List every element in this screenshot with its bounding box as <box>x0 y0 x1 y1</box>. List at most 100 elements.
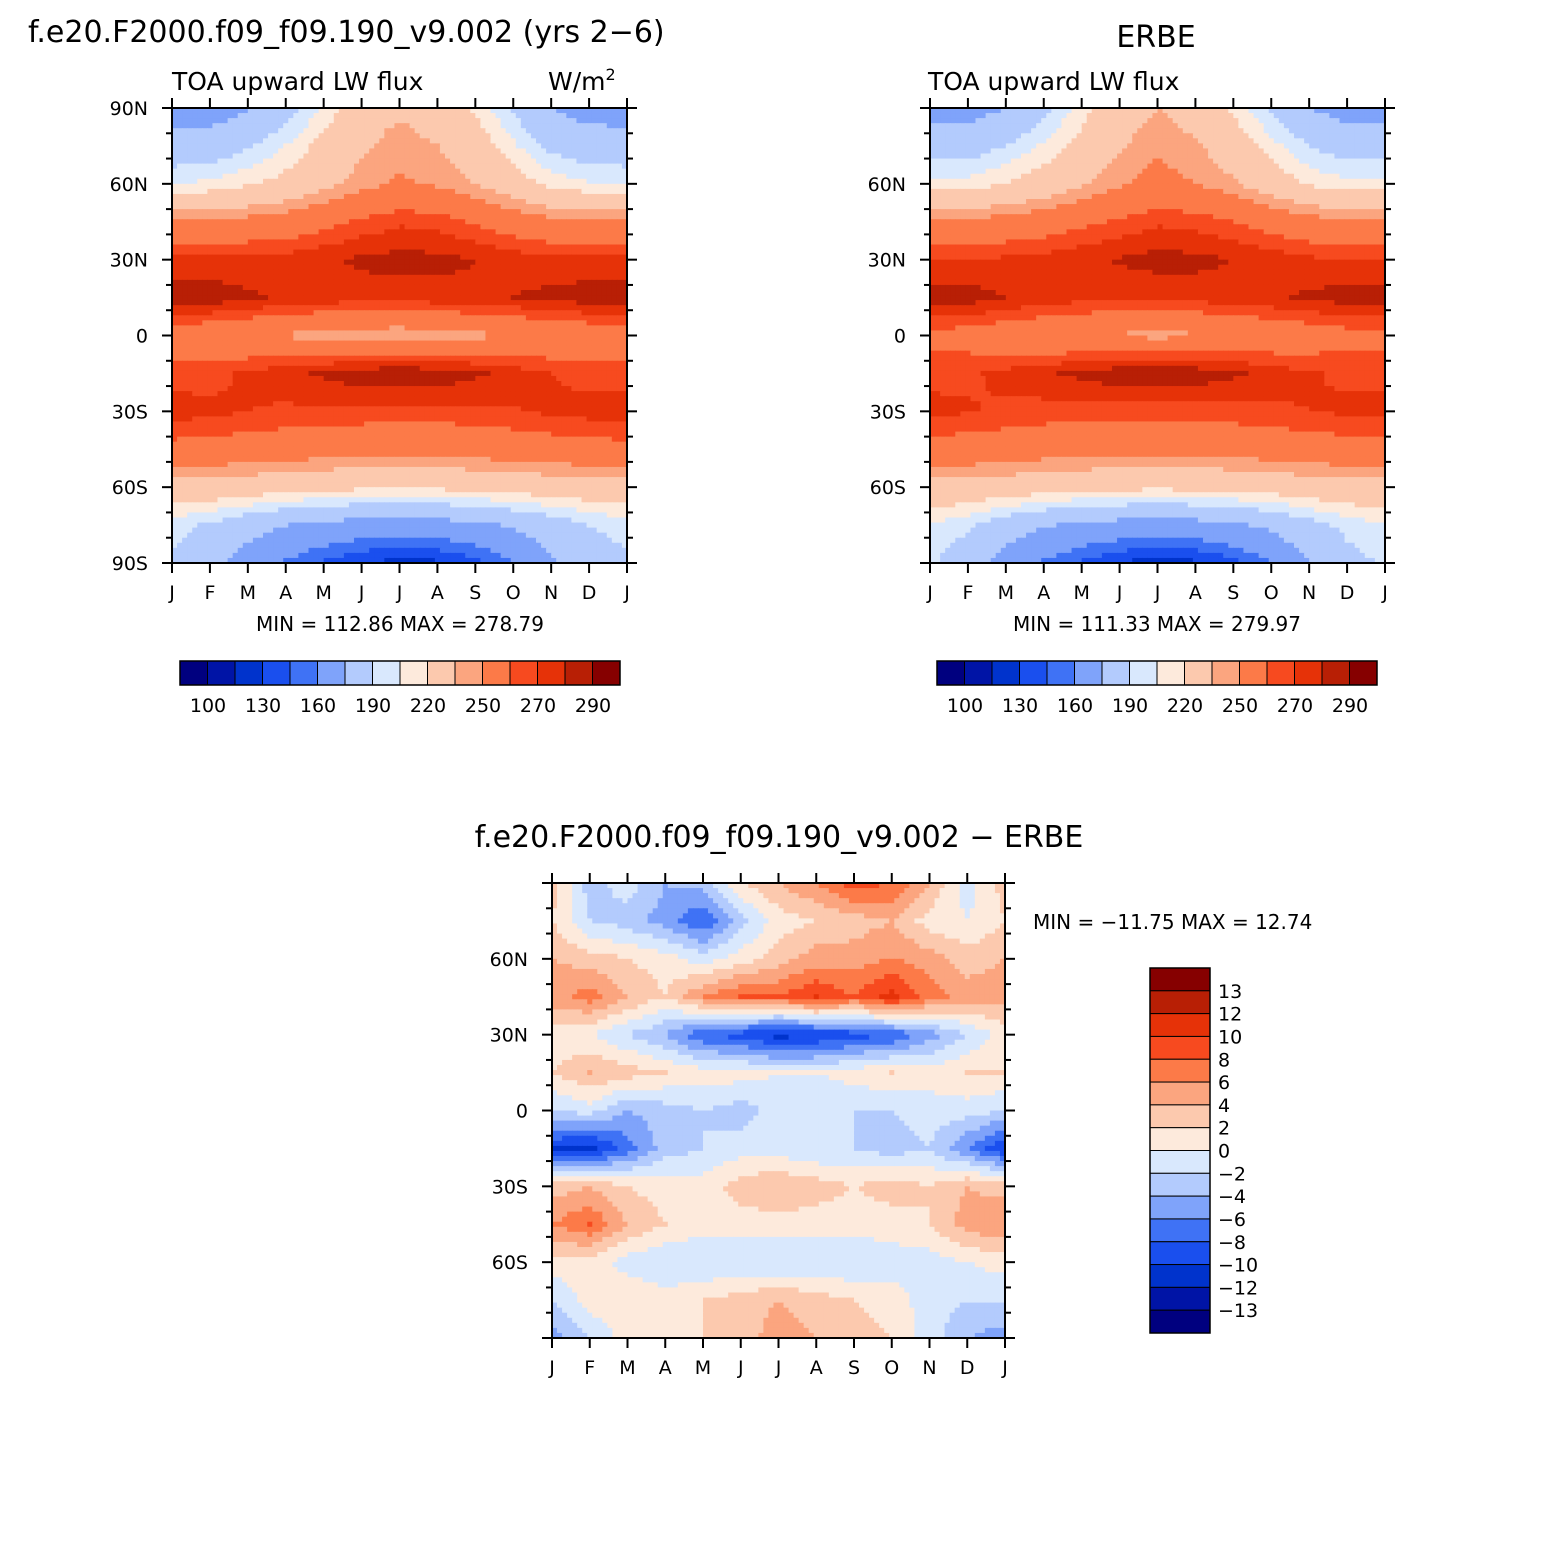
heatmap-cell <box>561 351 567 357</box>
heatmap-cell <box>576 113 582 119</box>
heatmap-cell <box>182 376 188 382</box>
heatmap-cell <box>491 310 497 316</box>
heatmap-cell <box>238 209 244 215</box>
heatmap-cell <box>268 356 274 362</box>
heatmap-cell <box>263 386 269 392</box>
heatmap-cell <box>531 250 537 256</box>
heatmap-cell <box>460 199 466 205</box>
heatmap-cell <box>379 123 385 129</box>
heatmap-cell <box>516 159 522 165</box>
heatmap-cell <box>435 255 441 261</box>
heatmap-cell <box>303 143 309 149</box>
heatmap-cell <box>607 260 613 266</box>
heatmap-cell <box>405 224 411 230</box>
heatmap-cell <box>506 179 512 185</box>
heatmap-cell <box>470 184 476 190</box>
heatmap-cell <box>283 164 289 170</box>
heatmap-cell <box>480 133 486 139</box>
heatmap-cell <box>491 123 497 129</box>
heatmap-cell <box>400 209 406 215</box>
heatmap-cell <box>516 174 522 180</box>
heatmap-cell <box>516 295 522 301</box>
heatmap-cell <box>303 310 309 316</box>
heatmap-cell <box>480 154 486 160</box>
heatmap-cell <box>485 229 491 235</box>
heatmap-cell <box>536 356 542 362</box>
heatmap-cell <box>475 305 481 311</box>
heatmap-cell <box>349 346 355 352</box>
heatmap-cell <box>551 199 557 205</box>
heatmap-cell <box>501 371 507 377</box>
heatmap-cell <box>536 184 542 190</box>
heatmap-cell <box>405 300 411 306</box>
heatmap-cell <box>258 290 264 296</box>
heatmap-cell <box>319 143 325 149</box>
heatmap-cell <box>592 320 598 326</box>
heatmap-cell <box>253 346 259 352</box>
heatmap-cell <box>182 265 188 271</box>
heatmap-cell <box>298 229 304 235</box>
heatmap-cell <box>319 371 325 377</box>
heatmap-cell <box>571 361 577 367</box>
heatmap-cell <box>283 325 289 331</box>
heatmap-cell <box>187 234 193 240</box>
heatmap-cell <box>223 164 229 170</box>
heatmap-cell <box>420 214 426 220</box>
heatmap-cell <box>582 270 588 276</box>
heatmap-cell <box>485 285 491 291</box>
heatmap-cell <box>602 275 608 281</box>
heatmap-cell <box>511 371 517 377</box>
heatmap-cell <box>339 361 345 367</box>
heatmap-cell <box>218 113 224 119</box>
heatmap-cell <box>177 209 183 215</box>
heatmap-cell <box>612 159 618 165</box>
heatmap-cell <box>592 189 598 195</box>
heatmap-cell <box>278 280 284 286</box>
heatmap-cell <box>475 189 481 195</box>
heatmap-cell <box>212 204 218 210</box>
heatmap-cell <box>339 315 345 321</box>
heatmap-cell <box>425 275 431 281</box>
heatmap-cell <box>526 295 532 301</box>
heatmap-cell <box>546 164 552 170</box>
heatmap-cell <box>359 330 365 336</box>
heatmap-cell <box>207 118 213 124</box>
heatmap-cell <box>597 356 603 362</box>
heatmap-cell <box>455 184 461 190</box>
heatmap-cell <box>354 315 360 321</box>
heatmap-cell <box>521 320 527 326</box>
heatmap-cell <box>541 133 547 139</box>
heatmap-cell <box>576 204 582 210</box>
heatmap-cell <box>425 239 431 245</box>
heatmap-cell <box>410 128 416 134</box>
heatmap-cell <box>202 118 208 124</box>
heatmap-cell <box>556 341 562 347</box>
heatmap-cell <box>314 209 320 215</box>
heatmap-cell <box>445 133 451 139</box>
heatmap-cell <box>359 123 365 129</box>
heatmap-cell <box>207 381 213 387</box>
heatmap-cell <box>238 376 244 382</box>
heatmap-cell <box>374 219 380 225</box>
heatmap-cell <box>430 138 436 144</box>
heatmap-cell <box>566 351 572 357</box>
heatmap-cell <box>587 204 593 210</box>
heatmap-cell <box>541 123 547 129</box>
heatmap-cell <box>450 143 456 149</box>
heatmap-cell <box>430 356 436 362</box>
heatmap-cell <box>460 310 466 316</box>
heatmap-cell <box>303 113 309 119</box>
heatmap-cell <box>511 239 517 245</box>
heatmap-cell <box>617 209 623 215</box>
heatmap-cell <box>319 305 325 311</box>
heatmap-cell <box>561 361 567 367</box>
heatmap-cell <box>218 154 224 160</box>
heatmap-cell <box>410 320 416 326</box>
heatmap-cell <box>546 204 552 210</box>
heatmap-cell <box>410 275 416 281</box>
heatmap-cell <box>541 199 547 205</box>
heatmap-cell <box>440 239 446 245</box>
heatmap-cell <box>212 255 218 261</box>
heatmap-cell <box>480 295 486 301</box>
heatmap-cell <box>536 229 542 235</box>
